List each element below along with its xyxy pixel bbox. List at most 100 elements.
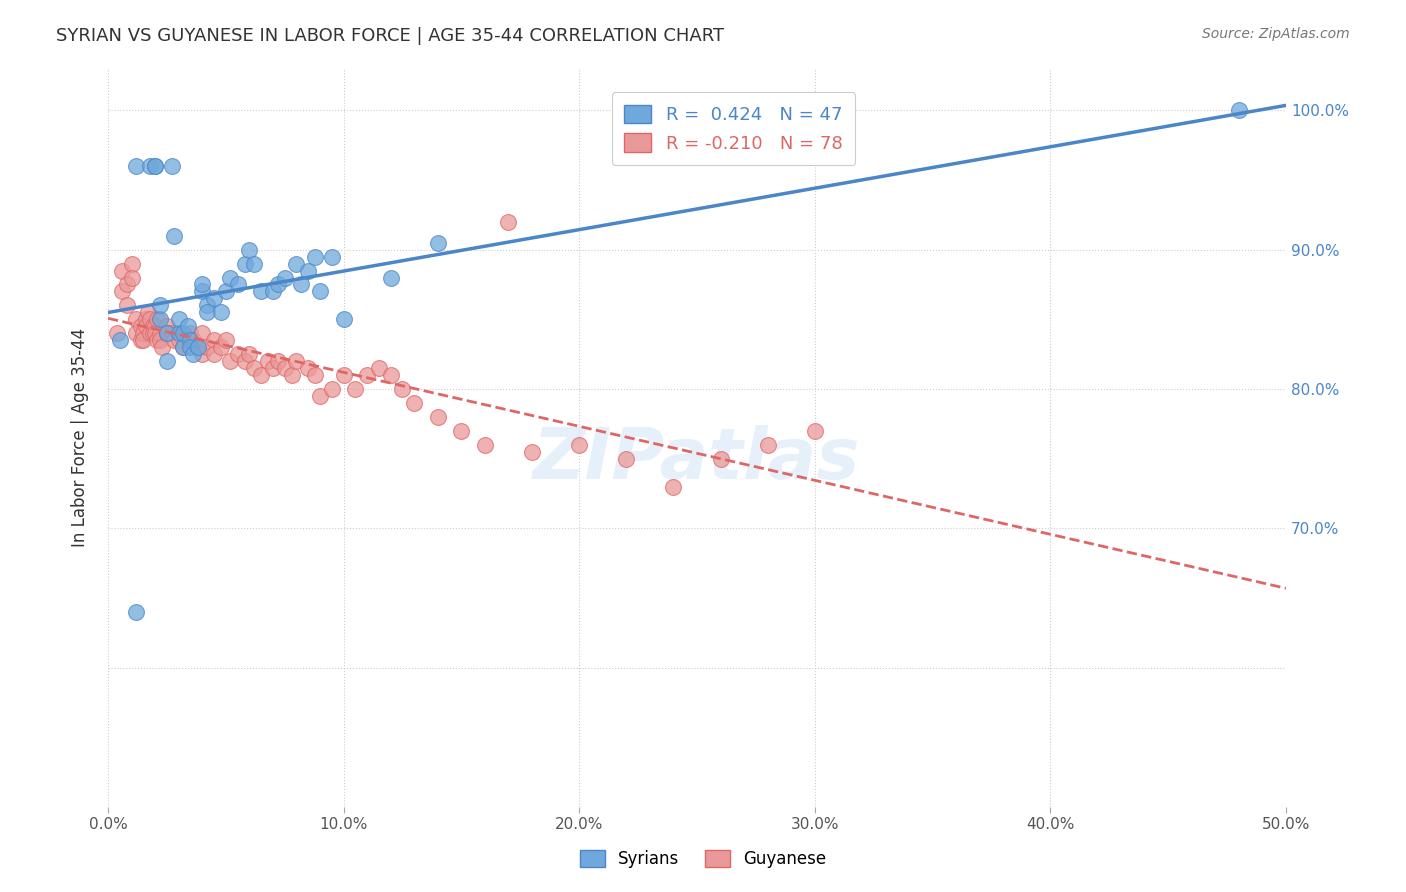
Point: [186, 340, 208, 354]
Point: [344, 382, 367, 396]
Point: [520, 444, 543, 458]
Point: [111, 263, 134, 277]
Point: [125, 326, 148, 341]
Point: [181, 347, 204, 361]
Point: [139, 312, 162, 326]
Point: [177, 319, 200, 334]
Text: SYRIAN VS GUYANESE IN LABOR FORCE | AGE 35-44 CORRELATION CHART: SYRIAN VS GUYANESE IN LABOR FORCE | AGE …: [56, 27, 724, 45]
Point: [179, 333, 201, 347]
Point: [309, 285, 332, 299]
Point: [202, 333, 225, 347]
Point: [250, 285, 273, 299]
Point: [125, 159, 148, 173]
Point: [125, 312, 148, 326]
Legend: R =  0.424   N = 47, R = -0.210   N = 78: R = 0.424 N = 47, R = -0.210 N = 78: [612, 92, 855, 165]
Point: [156, 319, 179, 334]
Point: [332, 312, 354, 326]
Point: [281, 368, 304, 382]
Point: [426, 235, 449, 250]
Point: [226, 277, 249, 292]
Point: [156, 354, 179, 368]
Point: [132, 333, 155, 347]
Point: [209, 340, 232, 354]
Point: [179, 340, 201, 354]
Point: [238, 243, 260, 257]
Point: [238, 347, 260, 361]
Point: [167, 326, 190, 341]
Point: [143, 319, 166, 334]
Point: [257, 354, 280, 368]
Point: [135, 319, 157, 334]
Point: [262, 361, 284, 376]
Y-axis label: In Labor Force | Age 35-44: In Labor Force | Age 35-44: [72, 328, 89, 548]
Point: [450, 424, 472, 438]
Point: [285, 256, 308, 270]
Point: [304, 250, 326, 264]
Point: [172, 340, 194, 354]
Point: [709, 451, 731, 466]
Legend: Syrians, Guyanese: Syrians, Guyanese: [574, 843, 832, 875]
Point: [160, 326, 183, 341]
Point: [163, 333, 186, 347]
Point: [474, 438, 496, 452]
Point: [195, 298, 218, 312]
Point: [156, 326, 179, 341]
Point: [139, 159, 162, 173]
Point: [167, 333, 190, 347]
Point: [250, 368, 273, 382]
Point: [149, 326, 172, 341]
Point: [115, 277, 138, 292]
Point: [129, 319, 152, 334]
Point: [135, 312, 157, 326]
Point: [273, 270, 295, 285]
Point: [391, 382, 413, 396]
Point: [142, 326, 165, 341]
Point: [132, 326, 155, 341]
Point: [756, 438, 779, 452]
Point: [226, 347, 249, 361]
Point: [139, 326, 162, 341]
Point: [167, 326, 190, 341]
Point: [215, 285, 238, 299]
Point: [156, 326, 179, 341]
Point: [262, 285, 284, 299]
Point: [172, 326, 194, 341]
Point: [108, 333, 131, 347]
Text: Source: ZipAtlas.com: Source: ZipAtlas.com: [1202, 27, 1350, 41]
Point: [149, 298, 172, 312]
Point: [125, 605, 148, 619]
Point: [380, 270, 402, 285]
Point: [202, 347, 225, 361]
Point: [195, 340, 218, 354]
Point: [195, 305, 218, 319]
Point: [150, 340, 173, 354]
Point: [142, 319, 165, 334]
Point: [111, 285, 134, 299]
Point: [498, 215, 520, 229]
Point: [380, 368, 402, 382]
Text: ZIPatlas: ZIPatlas: [533, 425, 860, 494]
Point: [163, 228, 186, 243]
Point: [219, 354, 242, 368]
Point: [215, 333, 238, 347]
Point: [304, 368, 326, 382]
Point: [233, 256, 256, 270]
Point: [121, 256, 143, 270]
Point: [129, 333, 152, 347]
Point: [191, 347, 214, 361]
Point: [568, 438, 591, 452]
Point: [285, 354, 308, 368]
Point: [186, 340, 208, 354]
Point: [209, 305, 232, 319]
Point: [146, 333, 169, 347]
Point: [266, 354, 288, 368]
Point: [191, 326, 214, 341]
Point: [332, 368, 354, 382]
Point: [191, 277, 214, 292]
Point: [143, 326, 166, 341]
Point: [219, 270, 242, 285]
Point: [149, 333, 172, 347]
Point: [191, 285, 214, 299]
Point: [121, 270, 143, 285]
Point: [143, 159, 166, 173]
